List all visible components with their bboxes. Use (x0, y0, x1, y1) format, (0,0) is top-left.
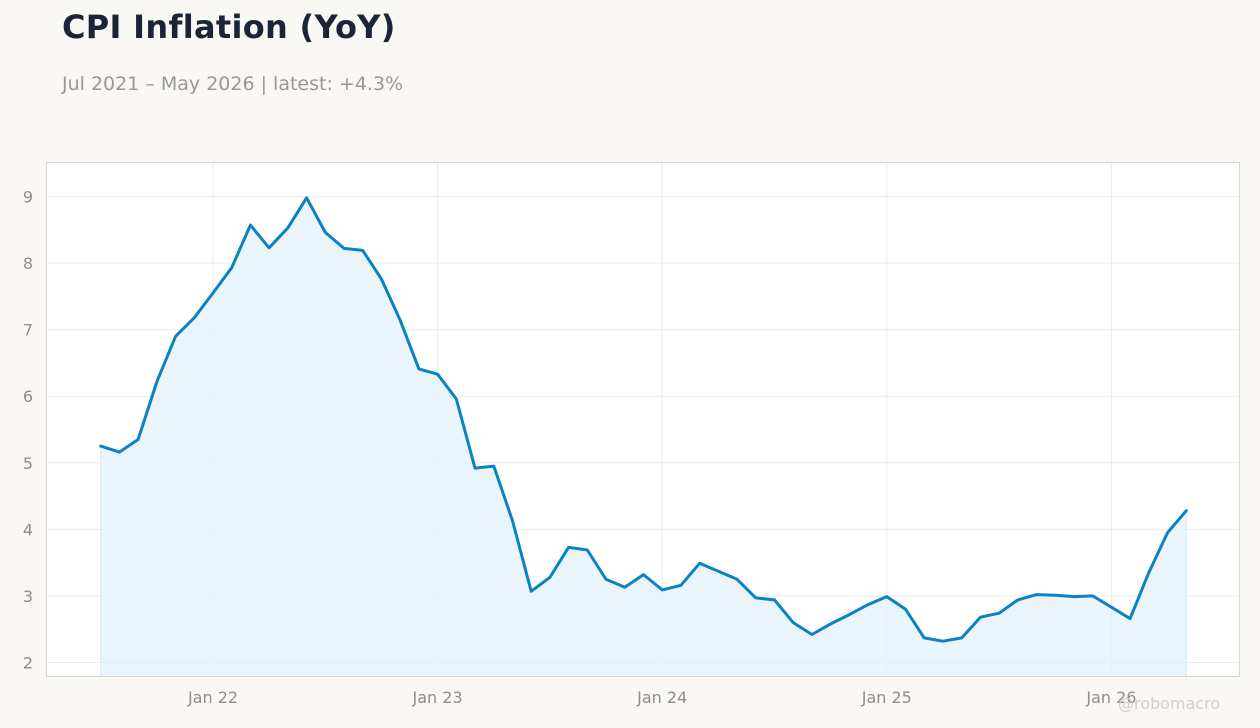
data-point (792, 621, 795, 624)
data-point (867, 603, 870, 606)
data-point (268, 246, 271, 249)
data-point (212, 292, 215, 295)
data-point (249, 224, 252, 227)
data-point (230, 266, 233, 269)
data-point (1166, 531, 1169, 534)
x-tick-label: Jan 23 (412, 688, 463, 707)
data-point (174, 335, 177, 338)
data-point (99, 445, 102, 448)
y-tick-label: 7 (23, 321, 33, 340)
data-point (399, 319, 402, 322)
data-point (605, 578, 608, 581)
series-area (100, 197, 1187, 677)
data-point (286, 226, 289, 229)
data-point (455, 397, 458, 400)
data-point (1110, 606, 1113, 609)
data-point (717, 570, 720, 573)
data-point (417, 367, 420, 370)
data-point (118, 451, 121, 454)
data-point (1091, 594, 1094, 597)
data-point (736, 578, 739, 581)
data-point (1035, 593, 1038, 596)
y-tick-label: 4 (23, 520, 33, 539)
data-point (1073, 595, 1076, 598)
x-tick-label: Jan 24 (636, 688, 687, 707)
data-point (773, 598, 776, 601)
data-point (904, 608, 907, 611)
data-point (1185, 509, 1188, 512)
data-point (829, 622, 832, 625)
data-point (155, 380, 158, 383)
x-tick-label: Jan 26 (1085, 688, 1136, 707)
data-point (343, 247, 346, 250)
data-point (979, 616, 982, 619)
data-point (530, 590, 533, 593)
data-point (661, 588, 664, 591)
data-point (586, 549, 589, 552)
data-point (511, 519, 514, 522)
data-point (1147, 571, 1150, 574)
data-point (941, 640, 944, 643)
y-tick-label: 2 (23, 654, 33, 673)
data-point (1016, 598, 1019, 601)
data-point (623, 586, 626, 589)
chart-subtitle: Jul 2021 – May 2026 | latest: +4.3% (62, 73, 404, 95)
x-tick-label: Jan 25 (861, 688, 912, 707)
data-point (1054, 594, 1057, 597)
data-point (548, 576, 551, 579)
y-tick-label: 3 (23, 587, 33, 606)
chart-title: CPI Inflation (YoY) (62, 8, 396, 46)
data-point (923, 636, 926, 639)
data-point (492, 465, 495, 468)
data-point (380, 278, 383, 281)
data-point (193, 316, 196, 319)
data-point (679, 584, 682, 587)
y-tick-label: 8 (23, 254, 33, 273)
data-point (754, 596, 757, 599)
data-point (642, 573, 645, 576)
data-point (567, 546, 570, 549)
data-point (436, 373, 439, 376)
watermark: @robomacro (1118, 694, 1221, 713)
data-point (305, 196, 308, 199)
y-tick-label: 9 (23, 188, 33, 207)
data-point (137, 438, 140, 441)
x-tick-label: Jan 22 (187, 688, 238, 707)
data-point (474, 467, 477, 470)
data-point (998, 612, 1001, 615)
data-point (960, 636, 963, 639)
data-point (698, 562, 701, 565)
data-point (810, 633, 813, 636)
y-tick-label: 5 (23, 454, 33, 473)
y-tick-label: 6 (23, 387, 33, 406)
data-point (885, 595, 888, 598)
data-point (361, 249, 364, 252)
data-point (1129, 617, 1132, 620)
series-line (99, 196, 1188, 643)
data-point (324, 231, 327, 234)
data-point (848, 613, 851, 616)
